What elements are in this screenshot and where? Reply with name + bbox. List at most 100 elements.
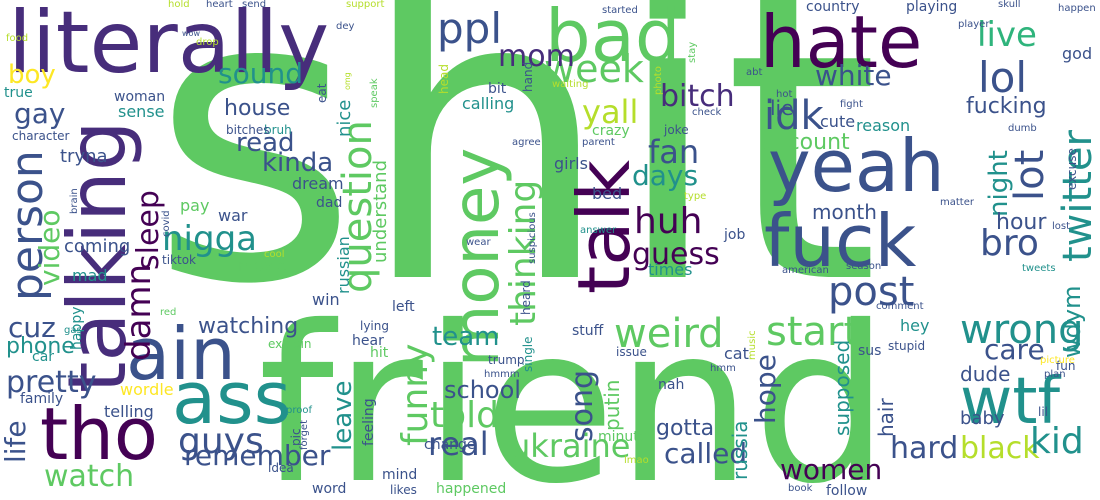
word-american: american — [782, 265, 829, 276]
word-true: true — [4, 85, 33, 101]
word-red: red — [160, 307, 177, 318]
word-check: check — [692, 107, 722, 118]
word-damn: damn — [119, 263, 159, 361]
word-tiktok: tiktok — [162, 253, 196, 267]
word-remember: remember — [184, 439, 331, 472]
word-suspicious: suspicious — [527, 212, 538, 264]
word-lying: lying — [360, 319, 389, 333]
word-kinda: kinda — [262, 148, 334, 178]
word-country: country — [806, 0, 860, 15]
word-hope: hope — [749, 354, 782, 424]
word-women: women — [780, 453, 883, 486]
word-understand: understand — [370, 159, 391, 263]
word-russia: russia — [728, 420, 752, 480]
word-idea: idea — [268, 461, 294, 475]
word-likes: likes — [390, 483, 417, 497]
word-music: music — [747, 330, 758, 360]
word-told: told — [430, 395, 499, 436]
word-book: book — [788, 483, 813, 494]
word-ain: ain — [126, 312, 236, 396]
word-brain: brain — [69, 188, 80, 214]
word-calling: calling — [462, 94, 515, 113]
word-agree: agree — [512, 137, 541, 148]
word-playing: playing — [906, 0, 958, 15]
word-literally: literally — [8, 0, 330, 93]
word-dumb: dumb — [1008, 123, 1037, 134]
word-yall: yall — [582, 93, 639, 131]
word-tho: tho — [40, 392, 158, 476]
word-house: house — [224, 96, 291, 121]
word-skull: skull — [998, 0, 1021, 10]
word-real: real — [428, 425, 489, 463]
word-tryna: tryna — [60, 146, 108, 167]
word-eat: eat — [315, 83, 329, 103]
word-lost: lost — [1052, 221, 1071, 232]
word-fight: fight — [840, 99, 863, 110]
word-follow: follow — [826, 483, 868, 499]
word-gas: gas — [64, 325, 82, 336]
word-explain: explain — [268, 337, 312, 351]
word-speak: speak — [369, 78, 380, 108]
word-yeah: yeah — [768, 124, 945, 208]
word-read: read — [236, 128, 295, 158]
word-wear: wear — [466, 237, 491, 248]
word-sleep: sleep — [131, 190, 166, 270]
word-pay: pay — [180, 196, 210, 215]
word-times: times — [648, 260, 693, 279]
word-reason: reason — [856, 116, 911, 135]
word-kid: kid — [1030, 421, 1084, 462]
word-cool: cool — [264, 249, 285, 260]
word-head: head — [437, 64, 451, 94]
word-school: school — [444, 376, 521, 404]
word-pretty: pretty — [6, 365, 97, 400]
word-fun: fun — [1056, 359, 1076, 373]
word-drop: drop — [196, 37, 219, 48]
word-dream: dream — [292, 174, 344, 193]
word-family: family — [20, 391, 64, 407]
word-hand: hand — [521, 61, 535, 92]
word-photo: photo — [653, 66, 664, 95]
word-life: life — [0, 420, 32, 463]
word-hard: hard — [890, 431, 959, 466]
word-girls: girls — [554, 154, 588, 173]
word-fuck: fuck — [764, 199, 917, 283]
word-minute: minute — [598, 429, 648, 445]
word-bruh: bruh — [264, 123, 292, 137]
word-cute: cute — [820, 112, 856, 131]
word-support: support — [346, 0, 385, 10]
word-heard: heard — [519, 280, 533, 315]
word-mom: mom — [498, 39, 575, 74]
word-guys: guys — [178, 421, 264, 462]
word-putin: putin — [600, 379, 624, 431]
word-happen: happen — [1058, 3, 1096, 14]
word-joke: joke — [664, 123, 689, 137]
word-feeling: feeling — [361, 398, 377, 446]
word-watching: watching — [198, 314, 299, 339]
word-plan: plan — [1044, 369, 1066, 380]
word-guess: guess — [632, 237, 720, 272]
word-stay: stay — [687, 41, 698, 63]
word-woman: woman — [114, 89, 166, 105]
word-sense: sense — [118, 102, 165, 121]
word-hate: hate — [760, 0, 923, 84]
word-white: white — [815, 59, 892, 92]
word-hold: hold — [168, 0, 190, 10]
word-post: post — [828, 269, 915, 315]
word-mad: mad — [72, 266, 108, 285]
word-mind: mind — [382, 467, 418, 483]
word-excuse: excuse — [1065, 148, 1079, 190]
word-nigga: nigga — [162, 219, 257, 259]
word-dad: dad — [316, 195, 343, 211]
word-start: start — [766, 309, 860, 355]
word-team: team — [432, 322, 500, 352]
word-word: word — [312, 481, 347, 497]
word-god: god — [1062, 44, 1093, 63]
word-food: food — [6, 33, 29, 44]
word-ppl: ppl — [437, 4, 502, 53]
word-gay: gay — [14, 97, 66, 130]
word-car: car — [32, 349, 55, 365]
word-matter: matter — [940, 197, 974, 208]
word-bad: bad — [545, 0, 681, 78]
word-player: player — [958, 19, 990, 30]
